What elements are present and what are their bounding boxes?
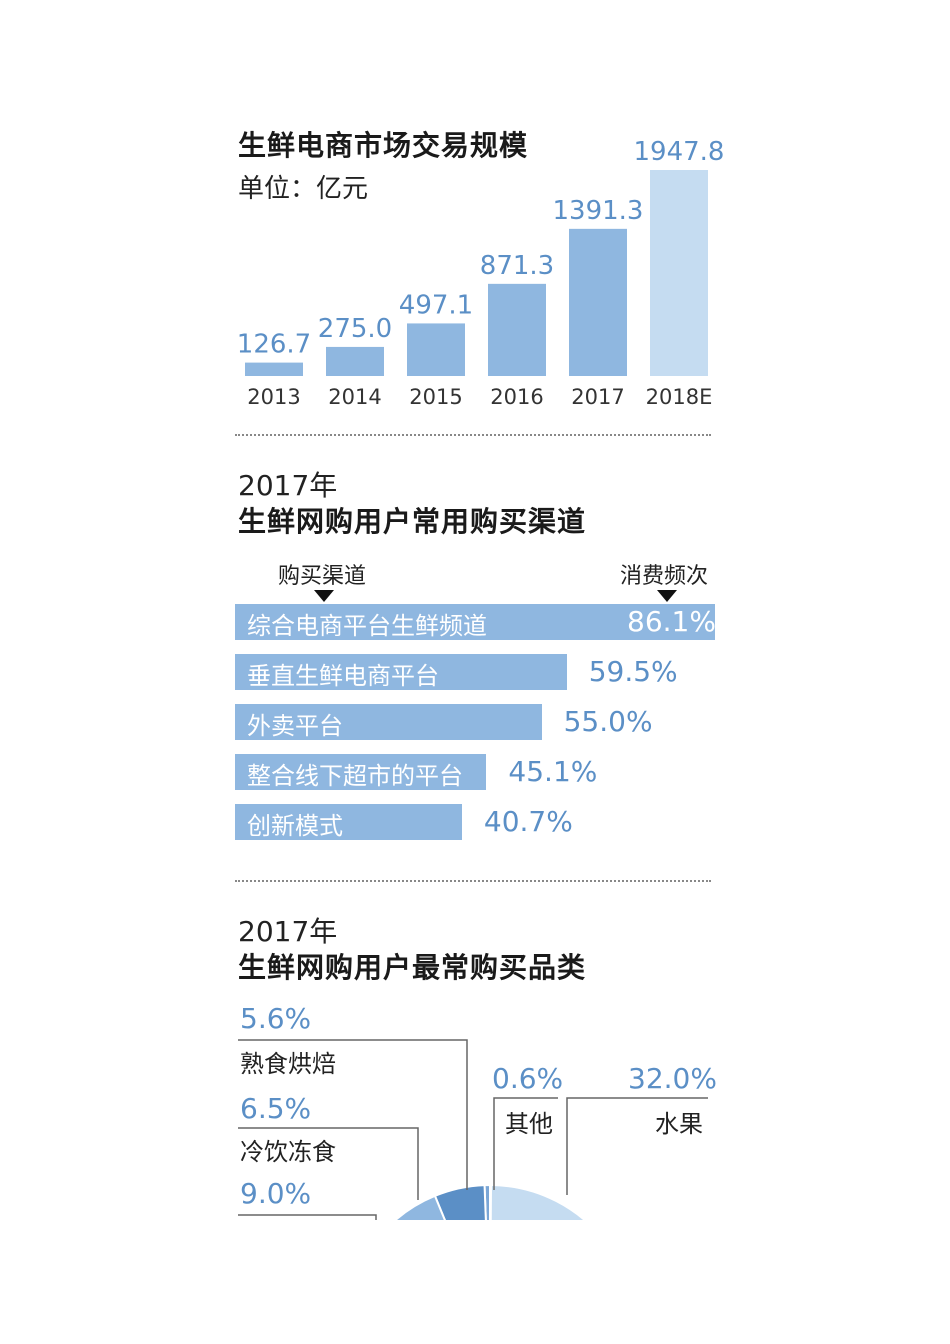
bar-2013 xyxy=(245,362,303,376)
pie-slice-1 xyxy=(394,1194,446,1220)
bar-2015 xyxy=(407,323,465,376)
channel-bar-label-1: 垂直生鲜电商平台 xyxy=(247,662,439,690)
channel-bar-1: 垂直生鲜电商平台 xyxy=(235,654,567,690)
pie-label-other: 其他 xyxy=(505,1110,553,1138)
bar-value-label-2017: 1391.3 xyxy=(553,196,644,226)
bar-value-label-2016: 871.3 xyxy=(480,251,554,281)
channel-bar-2: 外卖平台 xyxy=(235,704,542,740)
leader-line-other xyxy=(493,1097,558,1190)
leader-line-fruit xyxy=(566,1097,708,1195)
leader-line-frozen xyxy=(238,1127,419,1200)
section-divider-2 xyxy=(235,880,711,882)
bar-value-label-2013: 126.7 xyxy=(237,330,311,360)
channel-bar-value-1: 59.5% xyxy=(588,655,678,688)
chart3-year: 2017年 xyxy=(238,915,338,948)
pie-pct-baked: 5.6% xyxy=(240,1002,312,1035)
chart2-year: 2017年 xyxy=(238,469,338,502)
chart1-unit: 单位：亿元 xyxy=(238,174,369,204)
channel-bar-label-4: 创新模式 xyxy=(247,812,343,840)
x-tick-label-2016: 2016 xyxy=(490,385,543,409)
pie-pct-frozen: 6.5% xyxy=(240,1092,312,1125)
pie-pct-other: 0.6% xyxy=(492,1062,564,1095)
channel-bar-value-4: 40.7% xyxy=(483,805,573,838)
section-divider-1 xyxy=(235,434,711,436)
channel-bar-label-0: 综合电商平台生鲜频道 xyxy=(247,612,487,640)
bar-2016 xyxy=(488,283,546,376)
x-tick-label-2018E: 2018E xyxy=(646,385,713,409)
chart2-title: 生鲜网购用户常用购买渠道 xyxy=(238,505,587,538)
bar-2017 xyxy=(569,228,627,376)
pie-slice-4 xyxy=(489,1183,586,1220)
channel-bar-3: 整合线下超市的平台 xyxy=(235,754,487,790)
channel-bar-label-3: 整合线下超市的平台 xyxy=(247,762,463,790)
bar-value-label-2018E: 1947.8 xyxy=(634,137,725,167)
channel-bar-value-3: 45.1% xyxy=(508,755,598,788)
pie-pct-fruit: 32.0% xyxy=(628,1062,717,1095)
x-tick-label-2014: 2014 xyxy=(328,385,381,409)
bar-2014 xyxy=(326,346,384,376)
frequency-arrow-icon xyxy=(657,590,677,602)
x-tick-label-2013: 2013 xyxy=(247,385,300,409)
pie-label-baked: 熟食烘焙 xyxy=(240,1050,336,1078)
channel-bar-value-0: 86.1% xyxy=(627,605,716,638)
market-size-bar-chart: 126.7 2013 275.0 2014 497.1 2015 871.3 2016 1391… xyxy=(237,137,725,409)
channel-bar-label-2: 外卖平台 xyxy=(247,712,343,740)
x-tick-label-2015: 2015 xyxy=(409,385,462,409)
leader-line-third xyxy=(238,1214,377,1220)
bar-value-label-2014: 275.0 xyxy=(318,314,392,344)
bar-2018E xyxy=(650,170,708,376)
chart1-title: 生鲜电商市场交易规模 xyxy=(238,129,529,162)
pie-pct-third: 9.0% xyxy=(240,1177,312,1210)
channel-bar-0: 综合电商平台生鲜频道 xyxy=(235,604,715,640)
chart3-title: 生鲜网购用户最常购买品类 xyxy=(238,951,587,984)
channel-bar-value-2: 55.0% xyxy=(563,705,653,738)
leader-line-baked xyxy=(238,1039,468,1190)
channel-bar-4: 创新模式 xyxy=(235,804,462,840)
pie-label-frozen: 冷饮冻食 xyxy=(240,1138,336,1166)
pie-label-fruit: 水果 xyxy=(655,1110,703,1138)
frequency-column-header: 消费频次 xyxy=(620,564,709,589)
bar-value-label-2015: 497.1 xyxy=(399,290,473,320)
pie-chart xyxy=(238,1039,708,1220)
channel-column-header: 购买渠道 xyxy=(278,564,367,589)
channel-arrow-icon xyxy=(314,590,334,602)
x-tick-label-2017: 2017 xyxy=(571,385,624,409)
